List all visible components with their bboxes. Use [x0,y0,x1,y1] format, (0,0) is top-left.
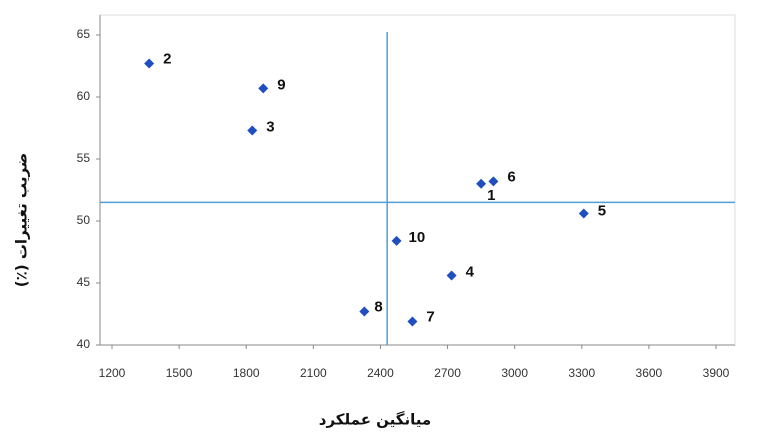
plot-frame [99,14,736,346]
point [578,208,589,219]
x-tick-label: 2100 [300,366,327,380]
point-label: 1 [487,187,495,204]
y-tick-label: 40 [77,337,91,351]
point [391,235,402,246]
point-label: 8 [374,298,382,315]
point [144,58,155,69]
x-tick-label: 3900 [703,366,730,380]
x-tick-label: 1800 [233,366,260,380]
point [247,125,258,136]
x-tick-label: 1500 [166,366,193,380]
point [446,270,457,281]
y-axis-title: ضریب تغییرات (٪) [13,153,31,288]
point-label: 5 [598,203,606,220]
y-tick-label: 60 [77,89,91,103]
point-label: 6 [507,168,515,185]
x-tick-label: 2400 [367,366,394,380]
x-tick-label: 3300 [568,366,595,380]
point-label: 10 [409,229,426,246]
x-axis-title: میانگین عملکرد [319,411,431,429]
x-tick-label: 3000 [501,366,528,380]
x-tick-label: 3600 [636,366,663,380]
point [476,178,487,189]
x-tick-label: 2700 [434,366,461,380]
point-label: 4 [466,264,475,281]
point [488,176,499,187]
y-tick-label: 55 [77,151,91,165]
point [258,83,269,94]
point [407,316,418,327]
point-label: 2 [163,50,171,67]
y-tick-label: 65 [77,27,91,41]
y-tick-label: 50 [77,213,91,227]
x-tick-label: 1200 [99,366,126,380]
y-tick-label: 45 [77,275,91,289]
point-label: 9 [277,76,285,93]
point-label: 3 [266,118,274,135]
point-label: 7 [426,308,434,325]
point [359,306,370,317]
